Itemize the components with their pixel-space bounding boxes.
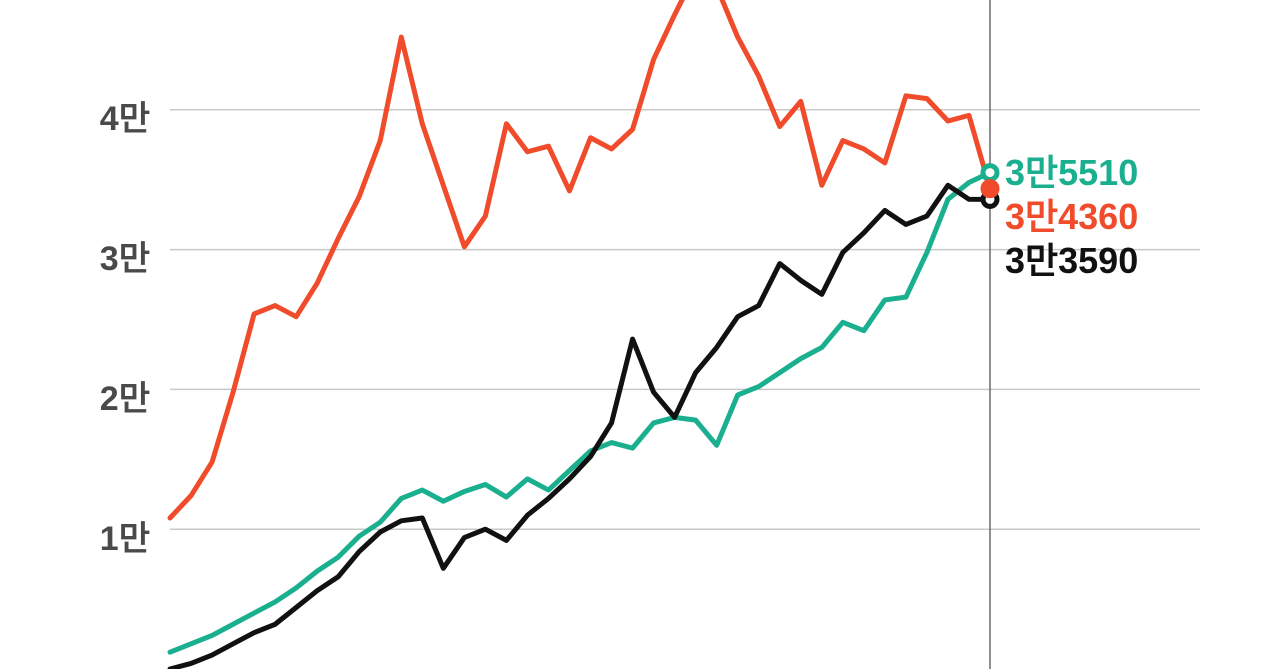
series-line-teal [170,173,990,653]
end-marker-orange [983,182,997,196]
line-chart: 1만2만3만4만3만55103만43603만3590 [0,0,1280,669]
series-line-orange [170,0,990,518]
chart-svg [0,0,1280,669]
y-axis-tick-label: 1만 [100,511,150,560]
y-axis-tick-label: 4만 [100,91,150,140]
end-label-black: 3만3590 [1005,232,1138,284]
y-axis-tick-label: 2만 [100,371,150,420]
end-marker-teal [983,166,997,180]
y-axis-tick-label: 3만 [100,231,150,280]
series-line-black [170,185,990,669]
